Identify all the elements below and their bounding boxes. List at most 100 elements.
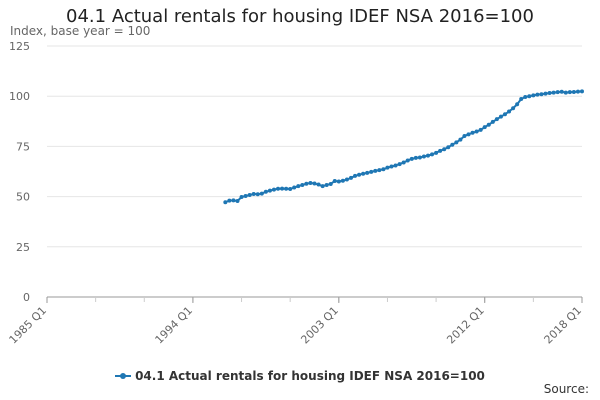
data-point <box>559 89 564 94</box>
data-point <box>336 179 341 184</box>
data-point <box>567 90 572 95</box>
legend-line-icon <box>115 373 132 379</box>
data-point <box>385 165 390 170</box>
data-point <box>442 147 447 152</box>
data-point <box>547 90 552 95</box>
data-point <box>300 182 305 187</box>
x-tick-label: 1985 Q1 <box>7 304 50 347</box>
y-tick-label: 0 <box>23 291 30 304</box>
data-point <box>381 167 386 172</box>
data-point <box>551 90 556 95</box>
data-point <box>292 185 297 190</box>
data-point <box>239 195 244 199</box>
data-point <box>478 127 483 132</box>
data-point <box>259 191 264 196</box>
tick-labels: 0 25 50 75 100 125 1985 Q1 1994 Q1 2003 Q1 2012 Q… <box>7 40 585 346</box>
data-point <box>389 164 394 169</box>
y-tick-label: 125 <box>9 40 30 53</box>
data-point <box>324 182 329 187</box>
data-point <box>519 97 524 102</box>
data-point <box>401 160 406 165</box>
data-point <box>247 192 252 197</box>
data-point <box>308 180 313 185</box>
chart-subtitle: Index, base year = 100 <box>10 24 151 38</box>
source-label: Source: <box>543 382 589 396</box>
data-point <box>288 186 293 191</box>
data-point <box>434 150 439 155</box>
data-point <box>235 199 240 204</box>
data-point <box>284 186 289 191</box>
legend-item: 04.1 Actual rentals for housing IDEF NSA… <box>115 369 485 383</box>
data-point <box>511 106 516 111</box>
x-tick-label: 2018 Q1 <box>542 304 585 347</box>
grid-lines <box>47 45 582 248</box>
data-point <box>515 102 520 107</box>
data-point <box>409 156 414 161</box>
legend-label: 04.1 Actual rentals for housing IDEF NSA… <box>135 369 485 383</box>
data-point <box>446 145 451 150</box>
data-point <box>320 184 325 189</box>
data-point <box>397 162 402 167</box>
data-point <box>498 114 503 119</box>
data-point <box>361 171 366 176</box>
data-point <box>462 133 467 138</box>
data-point <box>421 154 426 159</box>
data-point <box>312 181 317 186</box>
series-layer <box>223 89 584 205</box>
y-tick-label: 75 <box>16 140 30 153</box>
data-point <box>474 129 479 134</box>
data-point <box>527 94 532 99</box>
y-tick-label: 100 <box>9 90 30 103</box>
data-point <box>555 90 560 95</box>
data-point <box>413 155 418 160</box>
data-point <box>575 89 580 94</box>
data-point <box>369 169 374 174</box>
data-point <box>332 178 337 183</box>
data-point <box>227 198 232 203</box>
data-point <box>353 173 358 178</box>
x-tick-label: 1994 Q1 <box>152 304 195 347</box>
data-point <box>271 187 276 192</box>
data-point <box>263 189 268 194</box>
y-tick-label: 25 <box>16 241 30 254</box>
data-point <box>373 168 378 173</box>
x-tick-label: 2012 Q1 <box>444 304 487 347</box>
data-point <box>251 191 256 196</box>
data-point <box>344 177 349 182</box>
axes <box>46 296 583 303</box>
data-point <box>535 92 540 97</box>
data-point <box>450 142 455 147</box>
data-point <box>531 93 536 98</box>
data-point <box>430 152 435 157</box>
data-point <box>486 122 491 127</box>
data-point <box>466 132 471 137</box>
data-point <box>523 95 528 99</box>
data-point <box>571 89 576 94</box>
data-point <box>348 175 353 180</box>
x-tick-label: 2003 Q1 <box>298 304 341 347</box>
data-point <box>377 168 382 173</box>
data-point <box>357 172 362 177</box>
data-point <box>454 140 459 145</box>
data-point <box>563 90 568 95</box>
data-point <box>304 181 309 186</box>
data-point <box>425 153 430 158</box>
data-point <box>543 91 548 96</box>
data-point <box>231 198 236 203</box>
chart-title: 04.1 Actual rentals for housing IDEF NSA… <box>66 6 534 27</box>
data-point <box>490 119 495 124</box>
data-point <box>365 170 370 175</box>
data-point <box>470 130 475 135</box>
data-point <box>316 182 321 187</box>
data-point <box>223 200 228 205</box>
data-point <box>280 186 285 191</box>
data-point <box>438 148 443 153</box>
data-point <box>502 112 507 117</box>
data-point <box>243 194 248 198</box>
data-point <box>328 181 333 186</box>
data-point <box>276 186 281 191</box>
data-point <box>539 92 544 97</box>
data-point <box>393 163 398 168</box>
y-tick-label: 50 <box>16 191 30 204</box>
